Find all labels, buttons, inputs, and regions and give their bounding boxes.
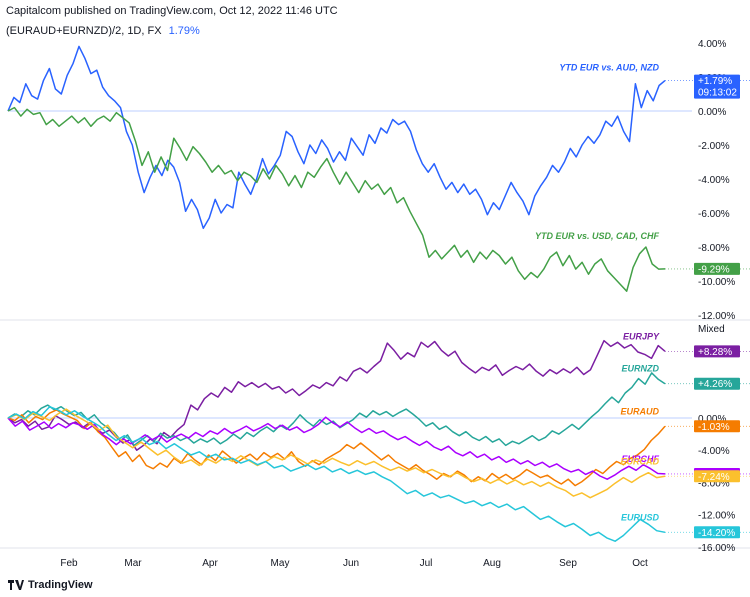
series-line-ytd-eur-vs-aud-nzd	[7, 45, 666, 230]
series-name-label: YTD EUR vs. AUD, NZD	[559, 63, 659, 73]
last-value-badge	[694, 470, 740, 483]
x-tick-label: Aug	[483, 558, 501, 569]
x-tick-label: Sep	[559, 558, 577, 569]
series-name-label: EURCHF	[622, 454, 660, 464]
last-value-label: +1.79%	[698, 76, 732, 87]
last-value-label: -1.03%	[698, 422, 730, 433]
series-name-label: EURNZD	[622, 364, 660, 374]
symbol-info: (EURAUD+EURNZD)/2, 1D, FX 1.79%	[6, 25, 200, 37]
y-tick-label: -8.00%	[698, 243, 730, 254]
last-value-badge	[694, 262, 740, 275]
last-value-label: -7.24%	[698, 472, 730, 483]
y-tick-label: -6.00%	[698, 209, 730, 220]
y-tick-label: -4.00%	[698, 446, 730, 457]
last-value-time: 09:13:02	[698, 88, 737, 99]
tradingview-logo-icon	[8, 580, 24, 590]
footer: TradingView	[8, 579, 93, 591]
x-tick-label: Jun	[343, 558, 359, 569]
y-tick-label: -10.00%	[698, 277, 735, 288]
x-tick-label: Jul	[420, 558, 433, 569]
last-value-badge	[694, 526, 740, 539]
publisher-header: Capitalcom published on TradingView.com,…	[6, 5, 338, 17]
series-line-eurcad	[7, 408, 666, 499]
series-line-euraud	[7, 409, 666, 487]
symbol-name: (EURAUD+EURNZD)/2, 1D, FX	[6, 25, 162, 37]
x-tick-label: May	[271, 558, 290, 569]
y-tick-label: 0.00%	[698, 107, 726, 118]
series-name-label: EURAUD	[620, 406, 659, 416]
x-tick-label: Apr	[202, 558, 218, 569]
x-tick-label: Mar	[124, 558, 142, 569]
y-tick-label: -8.00%	[698, 478, 730, 489]
x-tick-label: Oct	[632, 558, 648, 569]
last-value-badge	[694, 377, 740, 390]
y-tick-label: 4.00%	[698, 39, 726, 50]
y-tick-label: -2.00%	[698, 141, 730, 152]
y-tick-label: -12.00%	[698, 511, 735, 522]
series-name-label: EURCAD	[620, 456, 659, 466]
series-line-eurnzd	[7, 372, 666, 447]
y-tick-label: -16.00%	[698, 543, 735, 554]
last-value-label: +4.26%	[698, 379, 732, 390]
last-value-label: -14.20%	[698, 528, 735, 539]
series-line-eurchf	[7, 416, 666, 480]
tradingview-brand: TradingView	[28, 579, 93, 591]
series-line-eurusd	[7, 405, 666, 542]
last-value-badge	[694, 345, 740, 358]
series-name-label: YTD EUR vs. USD, CAD, CHF	[535, 231, 660, 241]
last-value-label: -9.29%	[698, 264, 730, 275]
y-tick-label: 0.00%	[698, 414, 726, 425]
y-tick-label: -4.00%	[698, 175, 730, 186]
series-line-ytd-eur-vs-usd-cad-chf	[7, 106, 666, 292]
series-name-label: EURUSD	[621, 512, 660, 522]
y-tick-label: -12.00%	[698, 311, 735, 322]
series-name-label: EURJPY	[623, 331, 660, 341]
x-tick-label: Feb	[60, 558, 78, 569]
symbol-value: 1.79%	[168, 25, 200, 37]
scale-label: Mixed	[698, 324, 725, 335]
last-value-badge	[694, 74, 740, 99]
last-value-badge	[694, 420, 740, 433]
last-value-label: +8.28%	[698, 347, 732, 358]
